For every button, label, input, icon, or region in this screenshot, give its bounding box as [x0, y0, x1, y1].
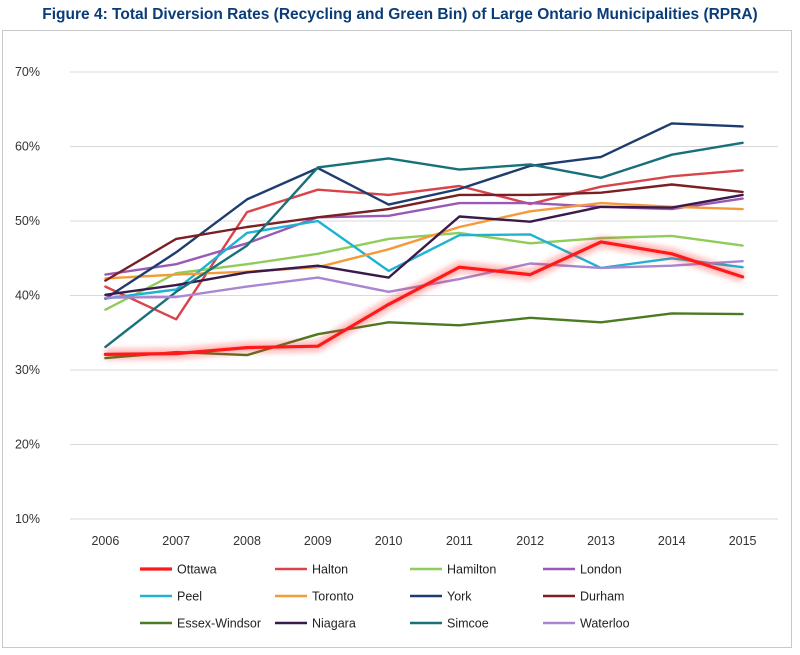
legend-label: Essex-Windsor	[177, 617, 261, 631]
legend-label: Hamilton	[447, 563, 496, 577]
x-tick-label: 2014	[658, 534, 686, 548]
x-tick-label: 2008	[233, 534, 261, 548]
legend-label: Simcoe	[447, 617, 489, 631]
legend-item-hamilton: Hamilton	[410, 563, 496, 577]
legend-item-simcoe: Simcoe	[410, 617, 489, 631]
legend-item-essex-windsor: Essex-Windsor	[140, 617, 261, 631]
legend-label: Peel	[177, 590, 202, 604]
legend-label: London	[580, 563, 622, 577]
x-axis-tick-labels: 2006 2007 2008 2009 2010 2011 2012 2013 2014 2015	[91, 534, 756, 548]
legend-item-toronto: Toronto	[275, 590, 354, 604]
legend-item-halton: Halton	[275, 563, 348, 577]
legend-label: Waterloo	[580, 617, 630, 631]
x-tick-label: 2009	[304, 534, 332, 548]
y-tick-label: 20%	[15, 438, 40, 452]
x-tick-label: 2013	[587, 534, 615, 548]
y-tick-label: 40%	[15, 289, 40, 303]
legend-label: Ottawa	[177, 563, 217, 577]
legend-item-niagara: Niagara	[275, 617, 356, 631]
chart-title: Figure 4: Total Diversion Rates (Recycli…	[42, 6, 758, 23]
chart-frame	[2, 30, 792, 648]
y-tick-label: 30%	[15, 363, 40, 377]
legend-item-york: York	[410, 590, 472, 604]
series-line-peel	[104, 219, 744, 300]
legend-label: Toronto	[312, 590, 354, 604]
x-tick-label: 2007	[162, 534, 190, 548]
y-tick-label: 70%	[15, 65, 40, 79]
legend-item-waterloo: Waterloo	[543, 617, 630, 631]
legend-label: Halton	[312, 563, 348, 577]
legend: Ottawa Halton Hamilton London Peel Toronto Yor…	[140, 563, 630, 631]
y-tick-label: 50%	[15, 214, 40, 228]
gridlines	[70, 71, 778, 520]
y-tick-label: 10%	[15, 512, 40, 526]
series-line-durham	[104, 183, 744, 282]
legend-item-ottawa: Ottawa	[140, 563, 217, 577]
series-line-toronto	[104, 201, 744, 280]
legend-item-london: London	[543, 563, 622, 577]
series-line-hamilton	[104, 231, 744, 311]
x-tick-label: 2006	[91, 534, 119, 548]
series-line-niagara	[104, 193, 744, 296]
y-tick-label: 60%	[15, 140, 40, 154]
x-tick-label: 2010	[375, 534, 403, 548]
x-tick-label: 2012	[516, 534, 544, 548]
y-axis-tick-labels: 10% 20% 30% 40% 50% 60% 70%	[15, 65, 40, 526]
legend-label: Niagara	[312, 617, 356, 631]
legend-item-durham: Durham	[543, 590, 624, 604]
legend-item-peel: Peel	[140, 590, 202, 604]
legend-label: Durham	[580, 590, 624, 604]
x-tick-label: 2015	[729, 534, 757, 548]
legend-label: York	[447, 590, 472, 604]
series-lines	[103, 122, 745, 360]
series-line-halton	[104, 169, 744, 321]
series-line-ottawa	[103, 240, 745, 356]
series-line-york	[104, 122, 744, 300]
series-glow-ottawa	[105, 236, 745, 360]
x-tick-label: 2011	[446, 534, 473, 548]
series-line-simcoe	[104, 141, 744, 349]
